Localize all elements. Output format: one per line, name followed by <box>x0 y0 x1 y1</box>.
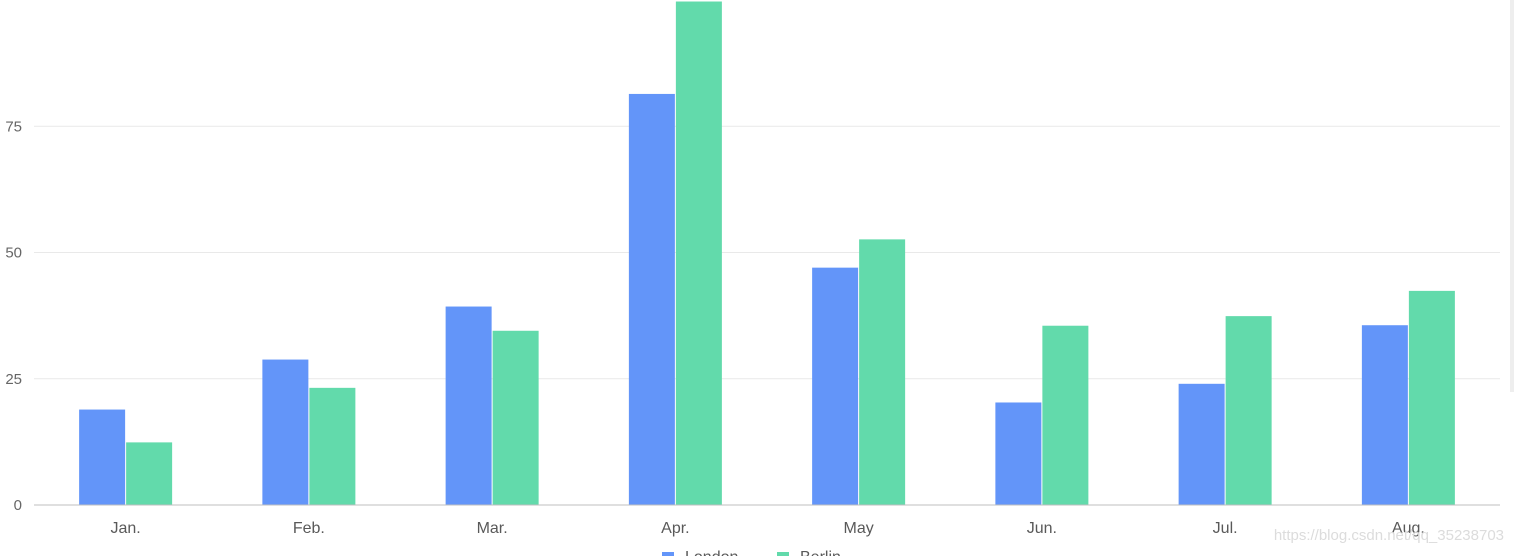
grid-lines <box>34 125 1500 380</box>
bar-london-apr[interactable] <box>628 93 675 506</box>
legend-label-berlin[interactable]: Berlin <box>800 549 841 556</box>
bar-london-jun[interactable] <box>995 402 1042 505</box>
bar-berlin-apr[interactable] <box>675 1 722 505</box>
x-tick-label: Feb. <box>293 520 325 537</box>
scrollbar-edge <box>1510 0 1514 392</box>
bars <box>79 1 1455 506</box>
legend-marker-berlin <box>777 552 789 556</box>
x-tick-label: Aug. <box>1392 520 1425 537</box>
bar-berlin-jun[interactable] <box>1042 325 1089 505</box>
y-tick-label: 50 <box>5 245 22 262</box>
legend-marker-london <box>662 552 674 556</box>
y-tick-label: 0 <box>14 497 22 514</box>
x-tick-label: Apr. <box>661 520 689 537</box>
bar-berlin-jan[interactable] <box>126 442 173 505</box>
bar-berlin-feb[interactable] <box>309 387 356 505</box>
legend-label-london[interactable]: London <box>685 549 738 556</box>
x-tick-label: Mar. <box>477 520 508 537</box>
bar-london-jan[interactable] <box>79 409 126 505</box>
bar-berlin-aug[interactable] <box>1408 290 1455 505</box>
legend[interactable]: London Berlin <box>662 549 841 556</box>
bar-london-mar[interactable] <box>445 306 492 505</box>
x-tick-label: Jan. <box>111 520 141 537</box>
x-tick-label: May <box>844 520 874 537</box>
x-axis: Jan. Feb. Mar. Apr. May Jun. Jul. Aug. <box>111 520 1425 537</box>
y-tick-label: 75 <box>5 118 22 135</box>
y-axis: 0 25 50 75 <box>5 118 22 514</box>
bar-berlin-jul[interactable] <box>1225 316 1272 505</box>
bar-london-may[interactable] <box>812 267 859 505</box>
x-tick-label: Jul. <box>1213 520 1238 537</box>
bar-berlin-mar[interactable] <box>492 330 539 505</box>
bar-london-jul[interactable] <box>1178 383 1225 505</box>
bar-london-feb[interactable] <box>262 359 309 505</box>
y-tick-label: 25 <box>5 371 22 388</box>
bar-london-aug[interactable] <box>1361 325 1408 505</box>
bar-berlin-may[interactable] <box>859 239 906 505</box>
watermark: https://blog.csdn.net/qq_35238703 <box>1273 527 1504 544</box>
x-tick-label: Jun. <box>1027 520 1057 537</box>
